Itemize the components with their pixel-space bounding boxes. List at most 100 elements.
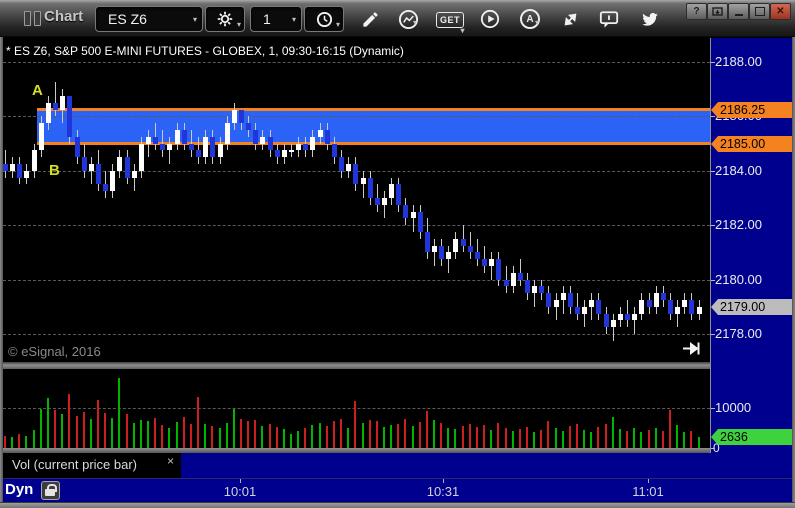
volume-bar [4,435,6,448]
volume-bar [168,427,171,448]
candle-body [496,259,502,280]
candle-body [603,313,609,328]
volume-bar [697,437,700,448]
volume-pane[interactable] [3,369,710,448]
time-label: 10:01 [223,484,257,499]
price-axis-label: 2180.00 [715,271,762,287]
candle-wick [584,300,586,328]
symbol-settings-button[interactable]: ▾ [205,6,245,32]
time-tick [443,479,444,483]
candle-body [138,143,144,171]
volume-bar [618,429,621,448]
volume-bar [139,419,142,448]
interval-input[interactable]: 1 ▾ [250,6,302,32]
get-data-button[interactable]: GET ▾ [436,12,465,35]
line-chart-circle-icon [398,9,418,29]
candle-body [224,123,230,144]
candle-wick [362,170,364,198]
dock-button[interactable] [707,3,728,20]
price-axis[interactable]: 2188.002186.002184.002182.002180.002178.… [710,38,793,453]
close-button[interactable]: ✕ [770,3,791,20]
chevron-down-icon[interactable]: ▾ [291,15,296,24]
minimize-button[interactable] [728,3,749,20]
candle-body [10,164,16,171]
candle-body [210,136,216,158]
scale-lock-button[interactable] [41,481,60,500]
chevron-down-icon[interactable]: ▾ [192,15,197,24]
jump-to-latest-icon[interactable] [682,341,700,361]
volume-bar [568,426,571,448]
volume-bar [611,417,614,448]
comment-button[interactable] [597,9,621,29]
price-axis-label: 2178.00 [715,326,762,341]
price-pane[interactable]: * ES Z6, S&P 500 E-MINI FUTURES - GLOBEX… [3,38,710,362]
volume-bar [440,422,443,448]
candle-body [174,130,180,144]
candle-wick [169,136,171,164]
candle-body [553,300,559,307]
time-axis[interactable]: Dyn 10:01 10:31 11:01 [3,478,792,503]
chevron-down-icon: ▾ [460,26,465,35]
volume-bar [254,420,257,448]
candle-wick [412,204,414,232]
price-tag-value: 2185.00 [718,135,793,152]
lock-icon [47,484,57,492]
window-left-edge [0,0,3,508]
time-tick [648,479,649,483]
candle-wick [612,313,614,341]
candle-body [160,143,166,151]
volume-bar [104,413,107,448]
candle-body [410,211,416,219]
time-label: 11:01 [632,484,664,499]
volume-bar [347,427,350,448]
maximize-button[interactable] [749,3,770,20]
candle-body [439,245,445,260]
price-axis-tick [711,334,715,335]
volume-bar [318,422,321,448]
volume-bar [425,411,428,448]
pane-splitter[interactable] [3,448,710,453]
price-axis-tick [711,170,715,172]
volume-bar [518,429,521,448]
candle-body [253,130,259,144]
volume-bar [39,408,42,448]
price-gridline [3,279,710,281]
volume-bar [397,423,400,448]
candle-body [296,143,302,151]
volume-bar [211,426,214,448]
volume-zero-label: 0 [713,441,720,453]
candle-body [246,123,252,130]
candle-body [181,130,187,144]
current-volume-tag: 2636 [711,429,793,446]
supply-zone-bottom-line[interactable] [37,142,710,146]
auto-analysis-button[interactable]: A ▾ [518,9,542,29]
chart-type-button[interactable]: ▾ [396,9,420,29]
candle-body [396,184,402,205]
volume-bar [497,422,500,448]
volume-bar [683,432,686,448]
price-tag-zone-bottom: 2185.00 [711,135,793,152]
volume-bar [89,418,92,448]
supply-zone-top-line[interactable] [37,108,710,112]
candle-body [324,130,330,144]
volume-bar [325,426,328,448]
time-template-button[interactable]: ▾ [304,6,344,32]
volume-bar [75,415,78,448]
titlebar: Chart ES Z6 ▾ ▾ 1 ▾ ▾ [0,0,795,37]
candle-body [660,293,666,300]
twitter-share-button[interactable] [638,9,662,29]
share-button[interactable] [558,9,582,29]
speech-bubble-icon [599,10,619,28]
volume-bar [668,409,671,448]
chevron-down-icon: ▾ [335,20,340,29]
close-icon[interactable]: × [166,454,174,468]
volume-indicator-tab[interactable]: Vol (current price bar) × [3,453,181,478]
pane-splitter[interactable] [3,362,710,369]
replay-button[interactable] [478,9,502,29]
draw-tool-button[interactable] [358,9,382,29]
price-gridline [3,116,710,118]
volume-bar [640,431,643,448]
help-button[interactable]: ? [686,3,707,20]
volume-bar [68,393,71,448]
symbol-input[interactable]: ES Z6 ▾ [95,6,203,32]
